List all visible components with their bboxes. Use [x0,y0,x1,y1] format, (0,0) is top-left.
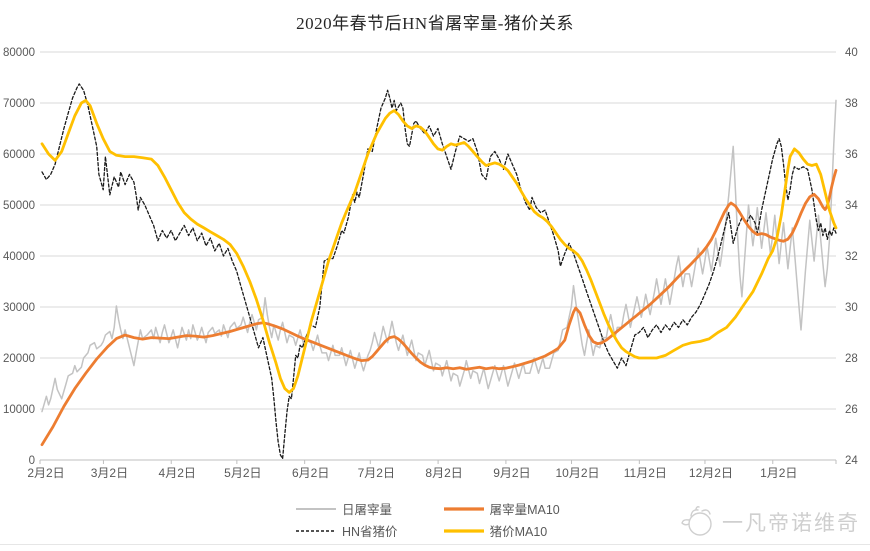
x-axis [39,459,837,464]
legend-item-hn-price: HN省猪价 [296,521,398,540]
y-left-tick-label: 30000 [3,302,35,314]
x-tick-label: 8月2日 [425,466,462,480]
series-line-hn-price [41,83,837,460]
y-right-tick-labels: 24 26 28 30 32 34 36 38 40 [845,47,858,467]
legend-item-daily-slaughter: 日屠宰量 [296,499,398,518]
legend-label-hn-price: HN省猪价 [342,525,398,539]
series-line-daily-slaughter [41,99,837,413]
y-right-tick-label: 24 [845,455,858,467]
legend-item-price-ma10: 猪价MA10 [443,521,560,540]
gridlines [40,51,836,410]
x-tick-labels: 2月2日 3月2日 4月2日 5月2日 6月2日 7月2日 8月2日 9月2日 10月2日 11月… [27,466,797,480]
x-tick-label: 12月2日 [689,466,733,480]
x-tick-label: 2月2日 [27,466,64,480]
series-line-price-ma10 [40,99,838,394]
y-left-tick-label: 40000 [3,251,35,263]
chart-title: 2020年春节后HN省屠宰量-猪价关系 [296,14,574,33]
y-right-tick-label: 32 [845,251,858,263]
series-lines [40,83,838,460]
y-right-tick-label: 30 [845,302,858,314]
y-left-tick-label: 80000 [3,47,35,59]
x-tick-label: 6月2日 [292,466,329,480]
y-right-tick-label: 38 [845,98,858,110]
legend-label-price-ma10: 猪价MA10 [489,525,548,539]
x-tick-label: 1月2日 [760,466,797,480]
chart-legend: 日屠宰量 屠宰量MA10 HN省猪价 猪价MA10 [296,499,560,540]
watermark: 一凡帝诺维奇 [677,503,860,541]
x-tick-label: 7月2日 [358,466,395,480]
y-right-tick-label: 40 [845,47,858,59]
x-tick-label: 9月2日 [493,466,530,480]
y-left-tick-labels: 0 10000 20000 30000 40000 50000 60000 70000 8000… [3,47,35,467]
y-left-tick-label: 60000 [3,149,35,161]
legend-line-hn-price [296,529,336,532]
x-tick-label: 11月2日 [624,466,667,480]
legend-label-slaughter-ma10: 屠宰量MA10 [489,503,560,517]
pig-doodle-icon [681,506,712,536]
y-right-tick-label: 26 [845,404,858,416]
y-left-tick-label: 50000 [3,200,35,212]
x-tick-label: 10月2日 [556,466,600,480]
legend-label-daily-slaughter: 日屠宰量 [342,503,393,517]
y-left-tick-label: 20000 [3,353,35,365]
x-tick-label: 5月2日 [224,466,261,480]
series-line-slaughter-ma10 [40,168,838,447]
legend-line-daily-slaughter [296,507,336,510]
x-tick-label: 3月2日 [91,466,128,480]
y-left-tick-label: 70000 [3,98,35,110]
watermark-text: 一凡帝诺维奇 [722,512,860,535]
y-right-tick-label: 34 [845,200,858,212]
y-left-tick-label: 10000 [3,404,35,416]
y-right-tick-label: 36 [845,149,858,161]
x-tick-label: 4月2日 [159,466,196,480]
y-right-tick-label: 28 [845,353,858,365]
bottom-divider [0,544,870,545]
y-left-tick-label: 0 [29,455,35,467]
legend-line-price-ma10 [443,528,484,533]
legend-line-slaughter-ma10 [443,506,484,511]
legend-item-slaughter-ma10: 屠宰量MA10 [443,499,560,518]
